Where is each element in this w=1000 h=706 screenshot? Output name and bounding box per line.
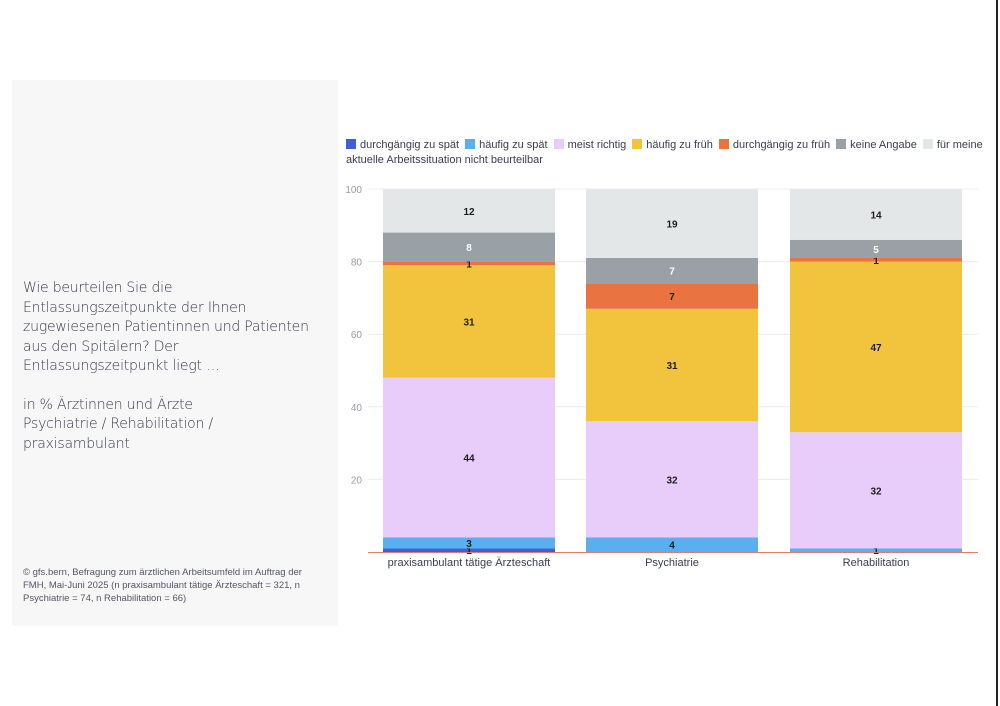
data-label: 1	[873, 256, 879, 267]
legend-swatch	[922, 139, 933, 149]
data-label: 1	[466, 259, 472, 270]
legend-swatch	[718, 139, 729, 149]
page-edge-line	[996, 0, 998, 706]
data-label: 7	[669, 292, 675, 303]
legend-label: durchgängig zu früh	[732, 139, 831, 151]
legend-label: häufig zu spät	[479, 139, 548, 151]
y-tick-label: 80	[351, 258, 363, 269]
bar-segment	[790, 432, 962, 549]
legend-item-3[interactable]: häufig zu früh	[632, 139, 713, 151]
bar-segment	[383, 265, 555, 378]
bar-segment	[790, 239, 962, 258]
legend-item-6[interactable]: für meine aktuelle Arbeitssituation nich…	[346, 139, 983, 166]
data-label: 14	[870, 210, 882, 221]
bar-segment	[790, 261, 962, 433]
bar-segment	[586, 421, 758, 538]
bar-segment	[790, 257, 962, 262]
bar-segment	[586, 308, 758, 422]
legend-item-2[interactable]: meist richtig	[553, 139, 627, 151]
bar-segment	[383, 537, 555, 549]
y-tick-label: 60	[351, 330, 363, 341]
legend-item-5[interactable]: keine Angabe	[836, 139, 917, 151]
legend-swatch	[553, 139, 564, 149]
data-label: 1	[466, 546, 472, 557]
bar-segment	[383, 548, 555, 552]
legend-label: für meine aktuelle Arbeitssituation nich…	[346, 139, 983, 166]
bar-segment	[383, 189, 555, 233]
data-label: 32	[666, 475, 678, 486]
bar-segment	[586, 283, 758, 309]
y-tick-label: 100	[345, 185, 362, 196]
x-tick-label: Psychiatrie	[645, 557, 699, 569]
bar-segment	[586, 257, 758, 284]
legend-item-4[interactable]: durchgängig zu früh	[718, 139, 831, 151]
bar-segment	[790, 548, 962, 552]
data-label: 47	[870, 343, 882, 354]
data-label: 32	[870, 486, 882, 497]
legend-label: meist richtig	[567, 139, 627, 151]
data-label: 4	[669, 541, 675, 552]
bar-segment	[586, 537, 758, 552]
bar-segment	[790, 189, 962, 240]
data-label: 19	[666, 219, 678, 230]
legend-item-1[interactable]: häufig zu spät	[465, 139, 548, 151]
data-label: 5	[873, 245, 879, 256]
source-note: © gfs.bern, Befragung zum ärztlichen Arb…	[23, 567, 302, 604]
bar-segment	[586, 189, 758, 258]
question-sub-line2: Psychiatrie / Rehabilitation / praxisamb…	[23, 416, 213, 452]
question-sub-line1: in % Ärztinnen und Ärzte	[23, 396, 193, 413]
data-label: 8	[466, 243, 472, 254]
data-label: 31	[666, 361, 678, 372]
legend-swatch	[632, 139, 643, 149]
y-tick-label: 20	[351, 475, 363, 486]
data-label: 31	[463, 317, 475, 328]
x-tick-label: Rehabilitation	[843, 557, 910, 569]
legend-swatch	[836, 139, 847, 149]
x-tick-label: praxisambulant tätige Ärzteschaft	[388, 557, 551, 569]
description-panel	[12, 80, 338, 626]
legend-label: häufig zu früh	[646, 139, 713, 151]
legend-label: durchgängig zu spät	[360, 139, 460, 151]
legend-swatch	[465, 139, 476, 149]
data-label: 3	[466, 539, 472, 550]
y-tick-label: 40	[351, 403, 363, 414]
bar-segment	[383, 261, 555, 266]
data-label: 1	[873, 546, 879, 557]
chart-legend: durchgängig zu spät häufig zu spät meist r…	[346, 138, 986, 168]
legend-swatch	[346, 139, 356, 149]
legend-label: keine Angabe	[850, 139, 917, 151]
question-text: Wie beurteilen Sie die Entlassungszeitpu…	[23, 280, 309, 374]
data-label: 44	[463, 454, 475, 465]
question-block: Wie beurteilen Sie die Entlassungszeitpu…	[23, 279, 323, 454]
legend-item-0[interactable]: durchgängig zu spät	[346, 139, 459, 151]
bar-segment	[383, 377, 555, 538]
data-label: 12	[463, 207, 475, 218]
bar-segment	[383, 232, 555, 262]
data-label: 7	[669, 267, 675, 278]
